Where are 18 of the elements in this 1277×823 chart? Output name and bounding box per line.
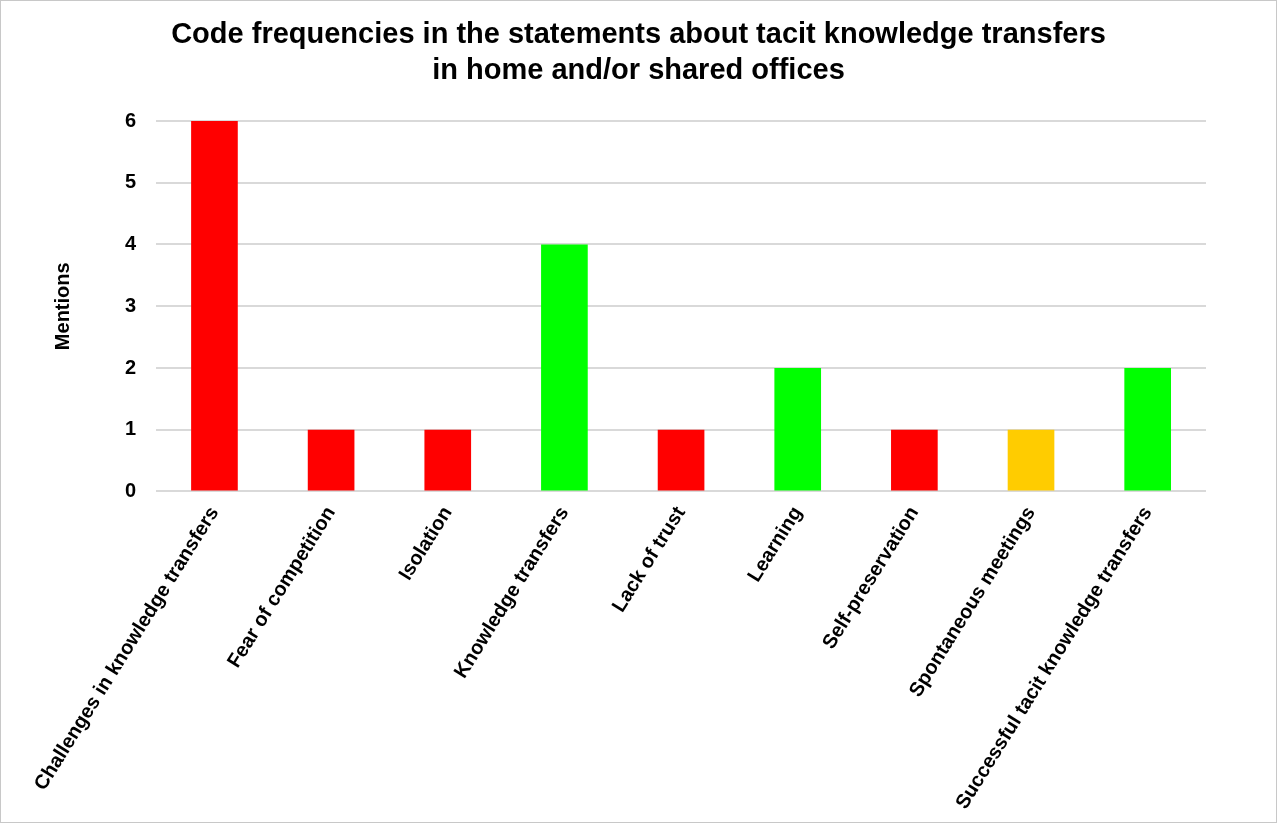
y-tick-label: 1 bbox=[125, 417, 137, 440]
bar bbox=[774, 367, 822, 491]
y-tick-label: 5 bbox=[125, 170, 137, 193]
bar bbox=[1124, 367, 1171, 491]
y-tick-label: 3 bbox=[125, 293, 137, 316]
y-tick-label: 4 bbox=[125, 232, 137, 255]
bar bbox=[424, 429, 472, 491]
y-tick-label: 0 bbox=[125, 478, 137, 501]
bar bbox=[891, 429, 938, 491]
y-tick-label: 2 bbox=[125, 355, 137, 378]
bar bbox=[307, 429, 355, 491]
y-tick-label: 6 bbox=[125, 108, 137, 131]
bar bbox=[657, 429, 705, 491]
bar bbox=[541, 244, 588, 491]
bar bbox=[1007, 429, 1055, 491]
bar bbox=[191, 121, 238, 491]
y-axis-title: Mentions bbox=[50, 262, 73, 351]
chart-title: Code frequencies in the statements about tacit knowledge transfers in home and/or shared offices bbox=[170, 16, 1107, 87]
